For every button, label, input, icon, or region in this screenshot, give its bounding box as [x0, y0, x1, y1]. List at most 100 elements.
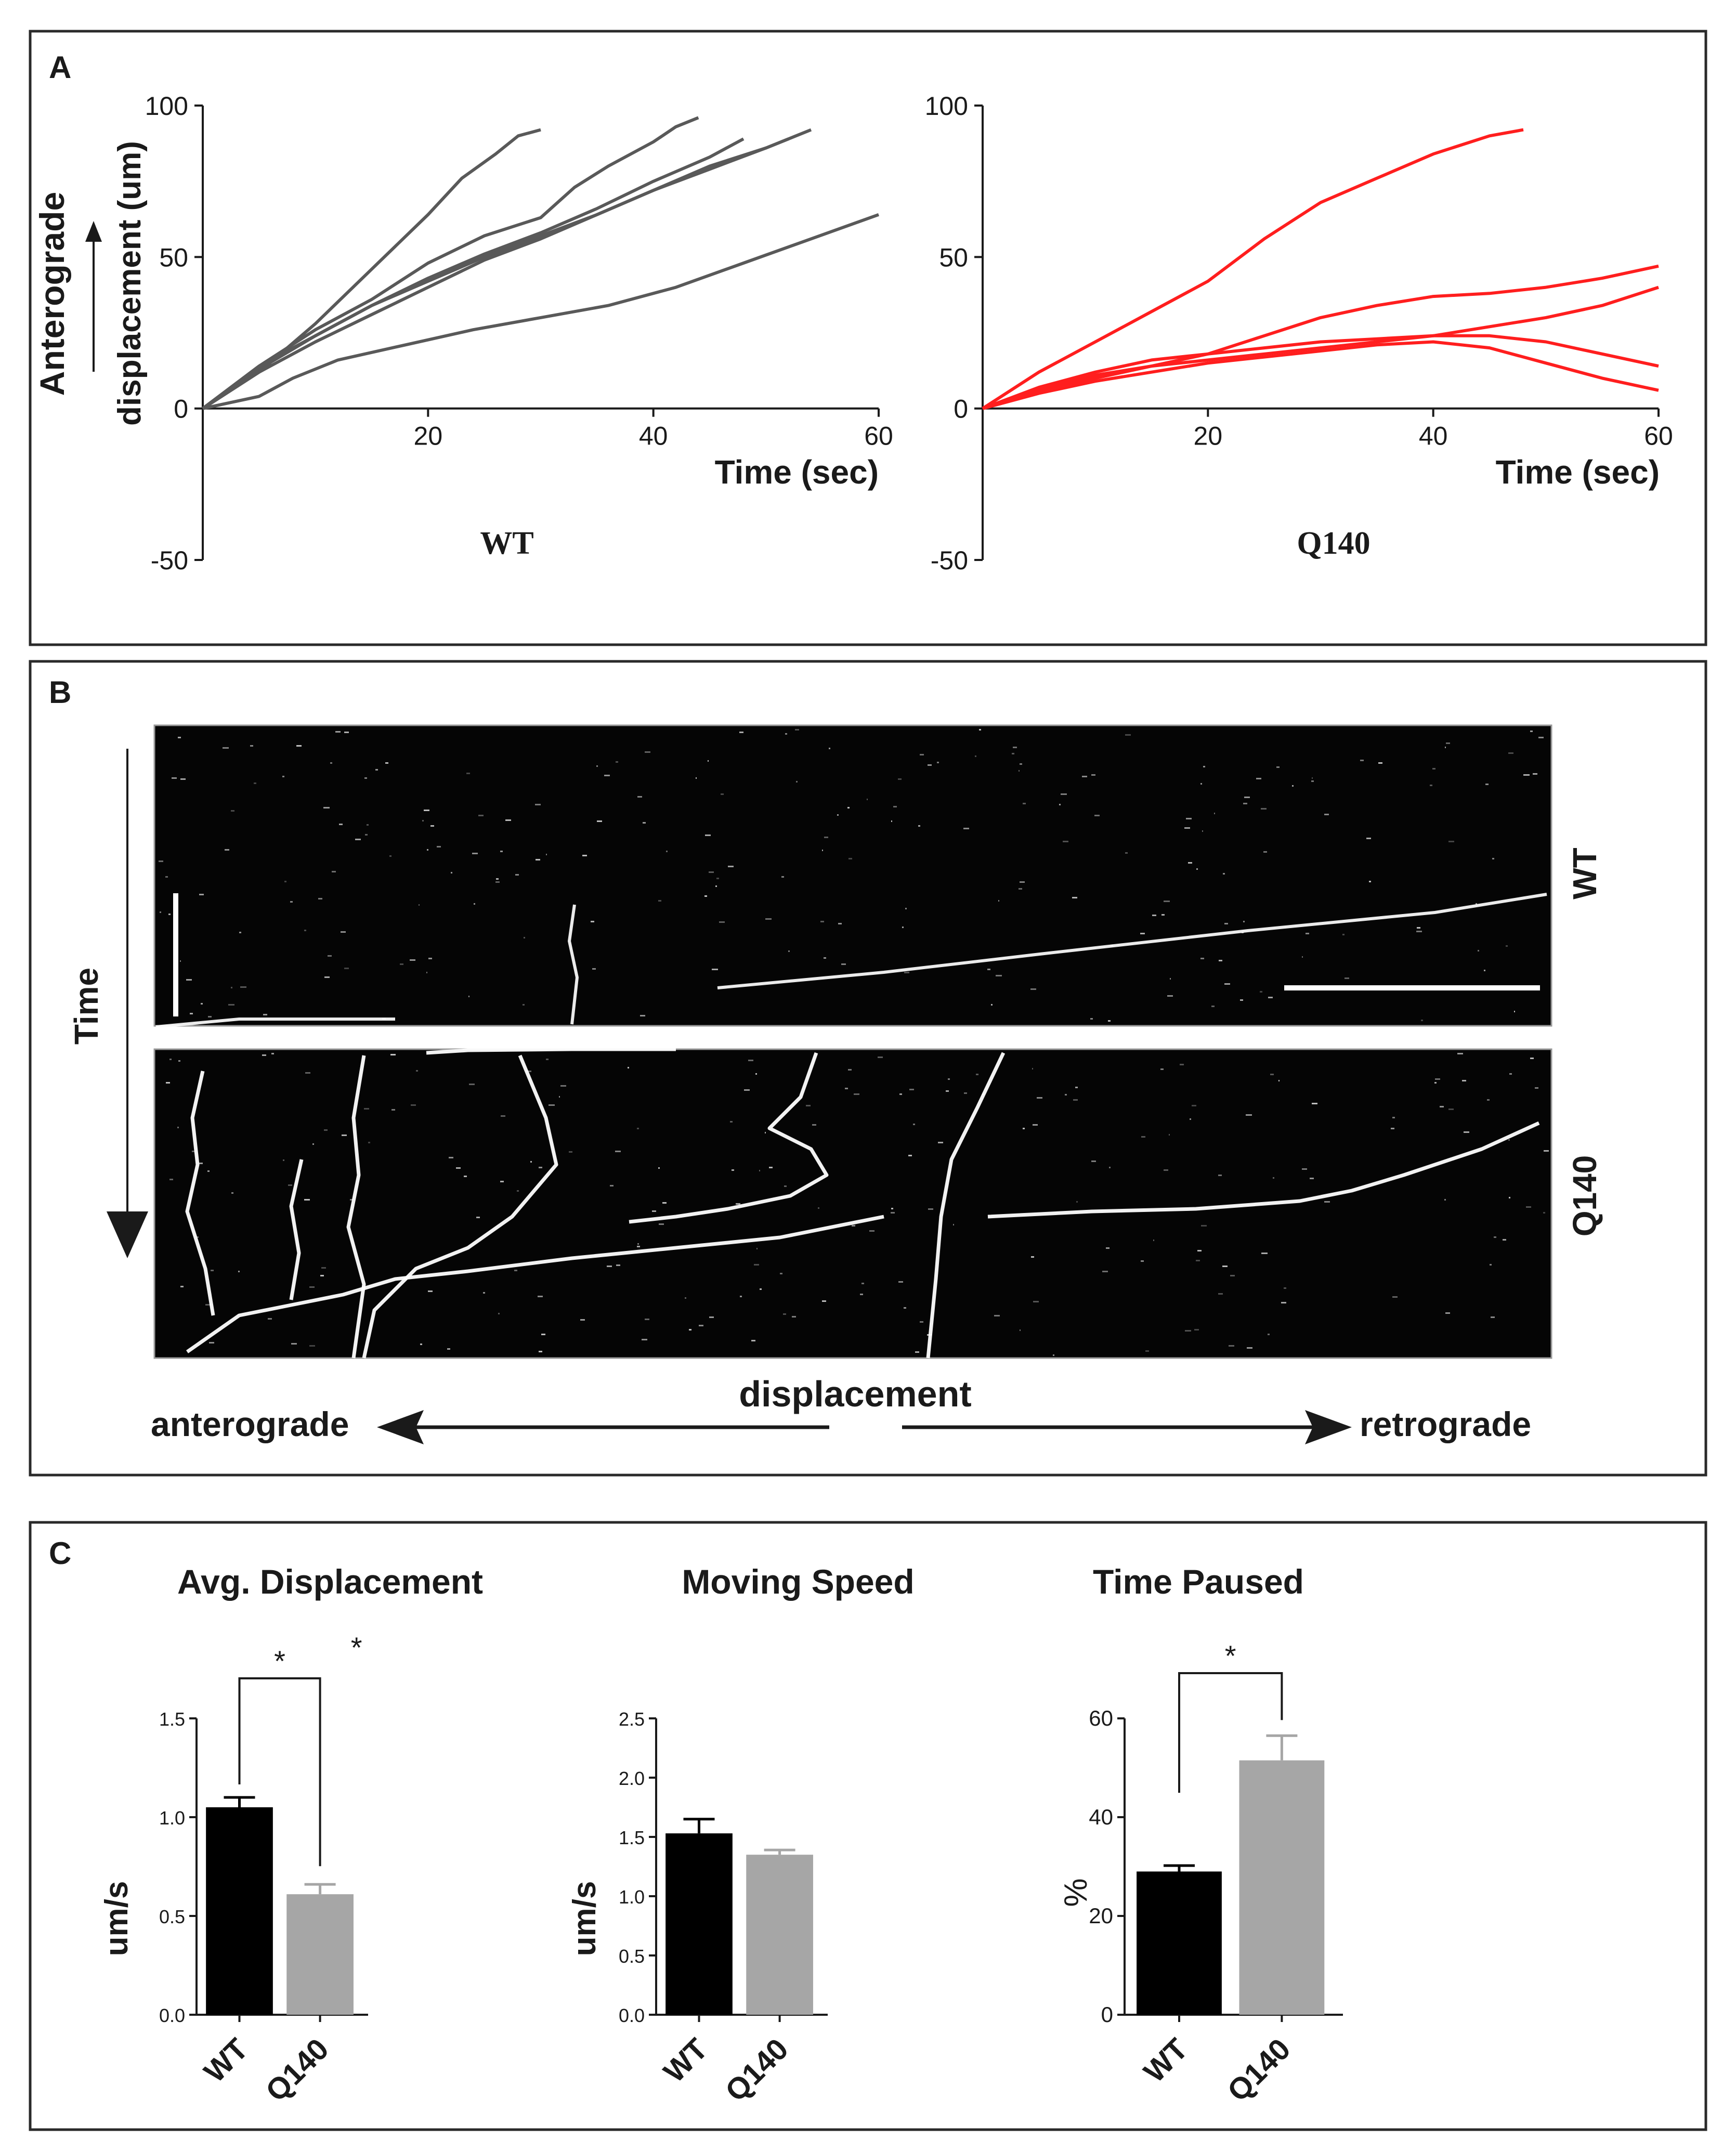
kymograph-noise-speck: [539, 1167, 542, 1168]
kymograph-noise-speck: [616, 761, 618, 763]
series-line-5: [982, 340, 1659, 410]
kymograph-noise-speck: [1457, 1053, 1463, 1054]
y-tick-label: 0: [174, 395, 188, 424]
kymograph-noise-speck: [904, 972, 909, 973]
kymograph-noise-speck: [607, 1266, 612, 1267]
kymograph-noise-speck: [205, 1304, 212, 1306]
kymograph-noise-speck: [320, 1275, 324, 1276]
kymograph-noise-speck: [1492, 858, 1494, 859]
kymograph-noise-speck: [466, 773, 470, 774]
kymograph-noise-speck: [792, 1316, 796, 1318]
series-line-2: [202, 116, 699, 410]
kymograph-q140-trace: [629, 1052, 829, 1224]
moving-speed-chart: Moving Speed um/s 0.0 0.5 1.0 1.5 2.0 2.5 WT Q1…: [567, 1562, 915, 2108]
kymograph-noise-speck: [1192, 1105, 1196, 1106]
kymograph-noise-speck: [263, 1014, 267, 1015]
kymograph-noise-speck: [1201, 1225, 1207, 1227]
kymograph-noise-speck: [186, 979, 192, 981]
kymograph-noise-speck: [918, 825, 920, 827]
kymograph-noise-speck: [841, 963, 846, 965]
kymograph-noise-speck: [982, 1093, 985, 1095]
kymograph-noise-speck: [367, 824, 369, 826]
kymograph-noise-speck: [284, 881, 286, 882]
kymograph-noise-speck: [1446, 742, 1450, 744]
y-tick-label: 0.0: [619, 2005, 645, 2026]
kymograph-noise-speck: [180, 960, 181, 962]
kymograph-noise-speck: [1125, 852, 1128, 854]
kymograph-noise-speck: [1031, 1256, 1034, 1258]
kymograph-noise-speck: [1170, 978, 1171, 980]
kymograph-noise-speck: [177, 1127, 179, 1128]
kymograph-noise-speck: [1218, 1175, 1222, 1176]
kymograph-noise-speck: [1186, 818, 1192, 819]
kymograph-noise-speck: [1184, 827, 1190, 829]
kymograph-noise-speck: [784, 1185, 787, 1187]
kymograph-noise-speck: [658, 1167, 660, 1169]
avg-displacement-title: Avg. Displacement: [177, 1562, 483, 1601]
y-tick-label: 1.0: [159, 1807, 185, 1829]
kymograph-noise-speck: [169, 1179, 173, 1180]
kymograph-noise-speck: [211, 1270, 214, 1271]
kymograph-noise-speck: [760, 1288, 762, 1290]
kymograph-noise-speck: [736, 1203, 740, 1205]
kymograph-noise-speck: [1281, 1302, 1286, 1303]
avg-displacement-chart: Avg. Displacement um/s 0.0 0.5 1.0 1.5 WT Q14…: [99, 1562, 483, 2108]
kymograph-noise-speck: [1478, 950, 1479, 951]
kymograph-noise-speck: [1020, 1329, 1021, 1331]
wt-y-label-arrow-head: [85, 221, 102, 242]
kymograph-noise-speck: [350, 1199, 353, 1201]
bar-q140: [286, 1894, 354, 2015]
kymograph-noise-speck: [468, 996, 469, 997]
kymograph-noise-speck: [1360, 760, 1364, 761]
kymograph-noise-speck: [719, 921, 725, 923]
kymograph-noise-speck: [1059, 804, 1061, 805]
panel-b-label: B: [49, 675, 71, 710]
kymograph-noise-speck: [427, 849, 428, 851]
kymograph-wt-image: [153, 724, 1552, 1027]
kymograph-noise-speck: [309, 1286, 315, 1288]
kymograph-noise-speck: [498, 1313, 500, 1314]
kymograph-noise-speck: [642, 1339, 647, 1340]
moving-speed-y-label: um/s: [567, 1881, 603, 1957]
kymograph-noise-speck: [569, 1151, 572, 1153]
kymograph-noise-speck: [591, 921, 594, 922]
kymograph-noise-speck: [1020, 881, 1025, 883]
kymograph-noise-speck: [1125, 734, 1131, 736]
kymograph-noise-speck: [1435, 1078, 1440, 1080]
kymograph-noise-speck: [474, 903, 475, 905]
panel-b-frame: [29, 660, 1707, 1477]
kymograph-noise-speck: [666, 851, 668, 852]
kymograph-noise-speck: [328, 955, 332, 957]
kymograph-noise-speck: [365, 834, 368, 836]
kymograph-noise-speck: [1434, 1082, 1437, 1084]
kymograph-noise-speck: [1247, 1347, 1252, 1349]
kymograph-noise-speck: [312, 1143, 314, 1145]
wt-x-axis-label: Time (sec): [715, 453, 879, 491]
kymograph-noise-speck: [288, 1184, 292, 1186]
kymograph-noise-speck: [268, 1318, 272, 1320]
kymograph-noise-speck: [419, 904, 420, 906]
kymograph-noise-speck: [616, 1264, 620, 1266]
kymograph-noise-speck: [364, 777, 367, 779]
kymograph-noise-speck: [496, 878, 499, 880]
kymograph-noise-speck: [1108, 1020, 1111, 1022]
kymograph-noise-speck: [785, 733, 787, 735]
kymograph-noise-speck: [318, 898, 322, 899]
kymograph-noise-speck: [1312, 777, 1313, 779]
bar-wt: [206, 1807, 273, 2015]
kymograph-noise-speck: [744, 1089, 750, 1091]
kymograph-noise-speck: [818, 1207, 819, 1209]
kymograph-noise-speck: [905, 908, 907, 909]
kymograph-noise-speck: [1211, 1006, 1215, 1007]
kymograph-noise-speck: [1263, 851, 1267, 853]
kymograph-noise-speck: [637, 1128, 639, 1129]
y-tick-label: 1.5: [619, 1827, 645, 1848]
kymograph-noise-speck: [355, 839, 361, 840]
kymograph-noise-speck: [201, 1003, 203, 1005]
kymograph-noise-speck: [1345, 977, 1349, 979]
kymograph-noise-speck: [169, 1059, 172, 1060]
kymograph-noise-speck: [987, 969, 990, 970]
kymograph-noise-speck: [709, 871, 714, 873]
kymograph-noise-speck: [837, 814, 839, 816]
kymograph-noise-speck: [1194, 1329, 1199, 1331]
